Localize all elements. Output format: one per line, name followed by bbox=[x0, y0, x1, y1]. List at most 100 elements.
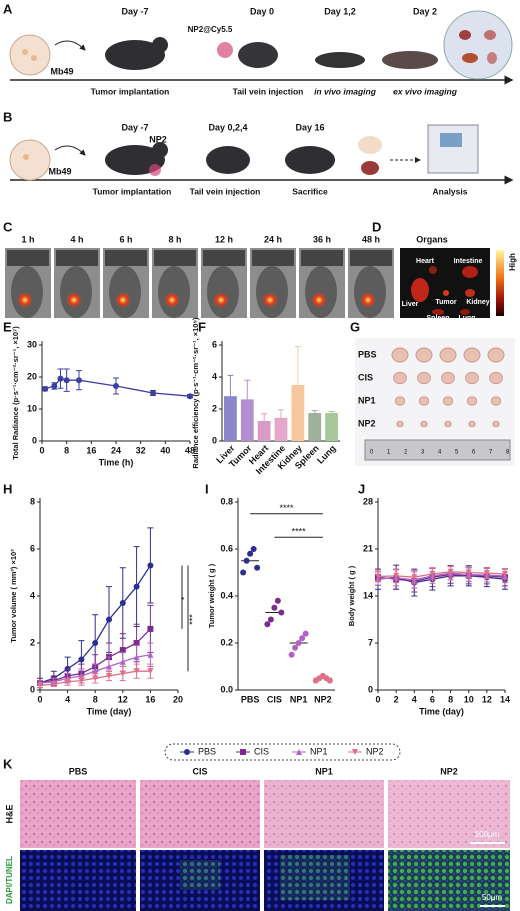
data-point bbox=[51, 382, 58, 389]
significance: *** bbox=[187, 614, 197, 625]
series-line bbox=[377, 572, 506, 581]
data-point bbox=[271, 604, 278, 611]
x-tick-label: 16 bbox=[145, 694, 155, 704]
bar bbox=[325, 413, 338, 441]
step-label: Tail vein injection bbox=[233, 86, 304, 96]
data-point bbox=[326, 677, 333, 684]
data-point bbox=[133, 640, 140, 646]
tumor bbox=[444, 420, 452, 428]
time-label: 24 h bbox=[264, 234, 282, 244]
column-label: PBS bbox=[69, 766, 88, 776]
day-label: Day 2 bbox=[413, 6, 437, 16]
scale-label: High bbox=[508, 253, 517, 271]
x-axis-label: Time (day) bbox=[419, 706, 464, 716]
y-tick-label: 14 bbox=[363, 590, 373, 600]
data-point bbox=[483, 570, 490, 577]
tumor bbox=[420, 420, 428, 428]
ivis-bg bbox=[350, 250, 392, 266]
step-label: Tumor implantation bbox=[93, 186, 172, 196]
data-point bbox=[288, 651, 295, 658]
ruler-label: 4 bbox=[438, 450, 442, 456]
day-label: Day -7 bbox=[121, 6, 148, 16]
panel-label: H bbox=[3, 481, 12, 496]
data-point bbox=[147, 562, 154, 569]
signal bbox=[115, 292, 131, 308]
tumor bbox=[492, 420, 500, 428]
ivis-bg bbox=[56, 250, 98, 266]
y-axis-label: Radiance efficiency (p·s⁻¹·cm⁻²·sr⁻¹, ×1… bbox=[191, 317, 200, 469]
significance: * bbox=[179, 596, 189, 600]
y-axis-label: Total Radiance (p·s⁻¹·cm⁻²·sr⁻¹, ×10⁷) bbox=[11, 326, 20, 460]
organ-label: Intestine bbox=[454, 258, 483, 265]
step-label: Analysis bbox=[433, 186, 468, 196]
data-point bbox=[240, 569, 247, 576]
data-point bbox=[502, 570, 508, 577]
tumor bbox=[466, 396, 478, 406]
axis bbox=[377, 498, 505, 691]
organ-label: Spleen bbox=[427, 315, 450, 322]
x-tick-label: 12 bbox=[482, 694, 492, 704]
time-label: 4 h bbox=[70, 234, 83, 244]
day-label: Day -7 bbox=[121, 122, 148, 132]
data-point bbox=[264, 621, 271, 628]
tumor bbox=[415, 347, 433, 363]
significance: **** bbox=[279, 503, 294, 513]
y-tick-label: 0 bbox=[32, 435, 37, 445]
error-bar bbox=[294, 346, 301, 385]
tumor bbox=[417, 371, 431, 385]
data-point bbox=[64, 678, 71, 685]
x-tick-label: 12 bbox=[118, 694, 128, 704]
axis bbox=[237, 498, 335, 691]
x-tick-label: 20 bbox=[173, 694, 183, 704]
data-point bbox=[429, 570, 436, 577]
data-point bbox=[274, 597, 281, 604]
group-label: PBS bbox=[358, 349, 377, 359]
group-label: NP2 bbox=[358, 418, 376, 428]
bar bbox=[224, 396, 237, 441]
x-tick-label: 4 bbox=[412, 694, 417, 704]
signal bbox=[213, 292, 229, 308]
y-tick-label: 0.0 bbox=[220, 684, 233, 694]
data-point bbox=[119, 600, 126, 607]
ruler-label: 8 bbox=[506, 450, 510, 456]
data-point bbox=[465, 569, 472, 576]
x-tick-label: 8 bbox=[93, 694, 98, 704]
data-point bbox=[147, 651, 154, 658]
organ-label: Lung bbox=[458, 315, 475, 322]
x-tick-label: 16 bbox=[86, 445, 96, 455]
day-label: Day 16 bbox=[295, 122, 324, 132]
tumor bbox=[442, 396, 454, 406]
signal bbox=[66, 292, 82, 308]
data-point bbox=[78, 677, 85, 684]
data-point bbox=[278, 609, 285, 616]
day-label: Day 0 bbox=[250, 6, 274, 16]
signal bbox=[17, 292, 33, 308]
y-tick-label: 0.6 bbox=[220, 543, 233, 553]
time-label: 36 h bbox=[313, 234, 331, 244]
x-tick-label: 4 bbox=[65, 694, 70, 704]
y-tick-label: 0 bbox=[30, 684, 35, 694]
tumor bbox=[463, 347, 481, 363]
cell-label: Mb49 bbox=[48, 166, 71, 176]
x-tick-label: 32 bbox=[136, 445, 146, 455]
y-tick-label: 21 bbox=[363, 543, 373, 553]
cell-label: Mb49 bbox=[50, 66, 73, 76]
mouse bbox=[256, 266, 288, 318]
data-point bbox=[50, 681, 57, 688]
tumor bbox=[396, 420, 404, 428]
day-label: Day 1,2 bbox=[324, 6, 356, 16]
data-point bbox=[119, 670, 126, 677]
data-point bbox=[187, 393, 193, 400]
y-tick-label: 0 bbox=[368, 684, 373, 694]
tumor bbox=[487, 347, 505, 363]
ruler-label: 2 bbox=[404, 450, 408, 456]
data-point bbox=[133, 583, 140, 590]
y-axis-label: Tumor volume ( mm³) ×10³ bbox=[9, 549, 18, 643]
mouse bbox=[354, 266, 386, 318]
x-tick-label: 0 bbox=[39, 445, 44, 455]
data-point bbox=[78, 656, 85, 663]
x-tick-label: 24 bbox=[111, 445, 121, 455]
ivis-bg bbox=[301, 250, 343, 266]
tumor bbox=[490, 396, 502, 406]
mouse bbox=[109, 266, 141, 318]
